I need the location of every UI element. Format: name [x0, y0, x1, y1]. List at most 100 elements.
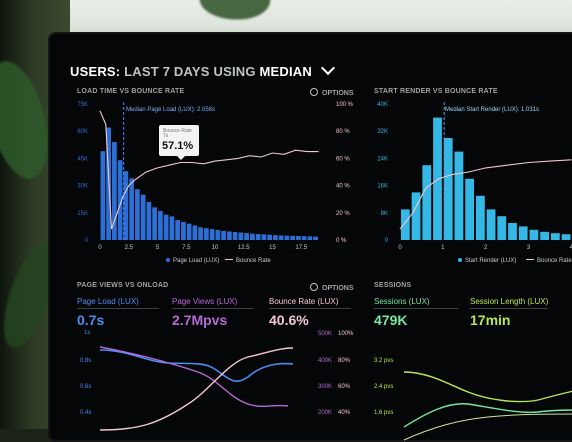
y-tick-label: 24K	[377, 156, 388, 162]
kpi-label-bounce-rate: Bounce Rate (LUX)	[269, 297, 339, 306]
bar	[278, 235, 284, 240]
legend-line-icon	[526, 259, 534, 260]
page-load-line	[99, 349, 294, 382]
bar	[227, 231, 232, 240]
bar	[169, 216, 175, 240]
axis-tick-mid: 400K	[318, 358, 333, 364]
kpi-value-sessions: 479K	[374, 312, 408, 328]
tooltip-label: Bounce Rate	[163, 128, 192, 134]
sessions-line	[403, 371, 572, 403]
bar	[255, 234, 261, 240]
y-tick-label: 15K	[77, 211, 88, 217]
y2-tick-label: 100 %	[336, 102, 354, 108]
bar	[561, 234, 571, 240]
bar	[454, 151, 464, 240]
axis-tick-sessions: 3.2 pvs	[374, 358, 394, 364]
bounce-rate-line	[99, 347, 294, 431]
x-tick-label: 3	[527, 245, 531, 251]
y-tick-label: 0	[385, 238, 389, 244]
axis-tick-right: 80%	[338, 358, 351, 364]
legend-label: Bounce Rate	[236, 258, 271, 264]
legend-label: Bounce Rate	[537, 258, 572, 264]
bar	[301, 236, 307, 240]
bar	[508, 223, 517, 240]
axis-tick-right: 40%	[338, 410, 351, 416]
kpi-divider	[77, 308, 159, 309]
axis-tick-mid: 300K	[318, 384, 333, 390]
options-button[interactable]: OPTIONS	[310, 87, 354, 97]
bar	[112, 142, 117, 240]
axis-tick-sessions: 1.6 pvs	[374, 410, 394, 416]
bar	[204, 228, 209, 240]
legend-page-load[interactable]: Page Load (LUX)	[166, 258, 219, 264]
bar	[273, 235, 278, 240]
axis-tick-mid: 500K	[318, 331, 333, 337]
options-label: OPTIONS	[322, 90, 354, 97]
kpi-label-session-length: Session Length (LUX)	[470, 297, 549, 306]
tooltip-sub: 7s	[163, 133, 169, 139]
title-using: USING	[213, 64, 256, 79]
y-tick-label: 16K	[377, 184, 388, 190]
bar	[267, 234, 272, 240]
legend-start-render[interactable]: Start Render (LUX)	[458, 258, 516, 264]
legend-dot-icon	[166, 258, 170, 262]
legend-bounce-rate-2[interactable]: Bounce Rate	[526, 258, 572, 264]
legend-line-icon	[225, 259, 233, 260]
axis-tick-right: 100%	[338, 331, 354, 337]
bar	[411, 192, 421, 240]
bar	[209, 229, 215, 240]
median-load-label: Median Page Load (LUX): 2.056s	[126, 107, 216, 113]
bar	[307, 236, 313, 240]
panel-title-sessions: SESSIONS	[374, 282, 412, 289]
axis-tick-left: 0.8s	[80, 358, 92, 364]
page-title[interactable]: USERS: LAST 7 DAYS USING MEDIAN	[70, 60, 335, 79]
median-render-label: Median Start Render (LUX): 1.031s	[445, 107, 540, 113]
panel-title-render: START RENDER VS BOUNCE RATE	[374, 88, 498, 95]
bar	[550, 233, 560, 240]
bar	[422, 165, 432, 240]
options-icon	[310, 283, 318, 291]
axis-tick-left: 1s	[84, 330, 91, 336]
kpi-label-page-views: Page Views (LUX)	[172, 297, 238, 306]
kpi-divider	[172, 308, 254, 309]
legend-label: Page Load (LUX)	[173, 258, 220, 264]
bar	[198, 227, 203, 240]
kpi-value-page-load: 0.7s	[77, 312, 105, 328]
kpi-divider	[374, 308, 458, 309]
bar	[250, 233, 255, 240]
y-tick-label: 45K	[77, 156, 88, 162]
bar	[244, 233, 249, 240]
panel-title-load: LOAD TIME VS BOUNCE RATE	[77, 88, 185, 95]
bar	[140, 194, 146, 240]
bar	[129, 178, 134, 240]
bar	[313, 236, 318, 240]
bar	[152, 207, 157, 240]
y-tick-label: 32K	[377, 129, 388, 135]
axis-tick-sessions: 2.4 pvs	[374, 384, 394, 390]
session-length-line	[403, 403, 572, 428]
y2-tick-label: 0 %	[336, 238, 347, 244]
lower-line-charts	[99, 346, 572, 441]
panel-title-views: PAGE VIEWS VS ONLOAD	[77, 282, 169, 289]
bar	[284, 235, 290, 240]
bar	[261, 234, 267, 240]
y-tick-label: 0	[85, 238, 89, 244]
kpi-divider	[269, 308, 351, 309]
bar	[290, 235, 295, 240]
bar	[186, 223, 192, 240]
legend-bounce-rate[interactable]: Bounce Rate	[225, 258, 271, 264]
bar	[238, 232, 244, 240]
y-tick-label: 30K	[77, 184, 88, 190]
bar	[158, 210, 163, 240]
bar	[215, 230, 221, 240]
y2-tick-label: 20 %	[336, 211, 350, 217]
kpi-value-page-views: 2.7Mpvs	[172, 312, 228, 328]
y-tick-label: 8K	[381, 211, 388, 217]
options-button-2[interactable]: OPTIONS	[310, 282, 354, 292]
bar	[518, 226, 528, 240]
monitor-screen: USERS: LAST 7 DAYS USING MEDIAN LOAD TIM…	[48, 32, 572, 442]
title-prefix: USERS:	[70, 64, 121, 79]
kpi-label-page-load: Page Load (LUX)	[77, 297, 139, 306]
x-tick-label: 1	[441, 245, 445, 251]
